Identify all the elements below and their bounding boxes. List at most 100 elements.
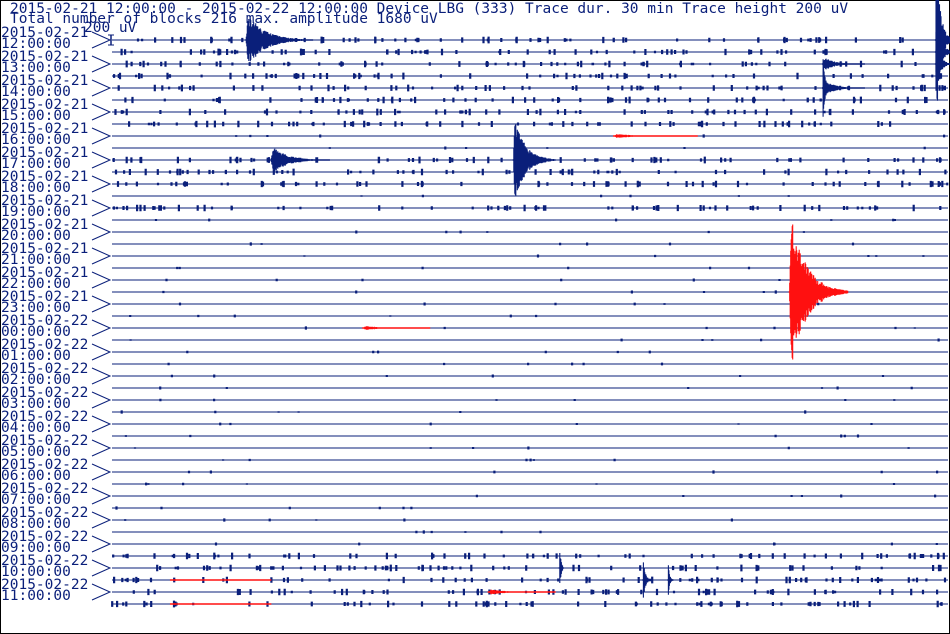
trace-noise (176, 266, 751, 270)
seismic-event (245, 18, 314, 62)
trace-noise (159, 398, 896, 402)
hour-label-chevron (91, 535, 112, 553)
hour-label-chevron (91, 415, 112, 433)
trace-noise (129, 314, 538, 318)
hour-label-date: 2015-02-22 (1, 481, 88, 497)
hour-label-time: 00:00:00 (1, 324, 71, 340)
hour-label-time: 03:00:00 (1, 396, 71, 412)
hour-label-time: 16:00:00 (1, 132, 71, 148)
seismic-event (934, 48, 950, 80)
trace-noise (156, 564, 942, 572)
hour-label-time: 14:00:00 (1, 84, 71, 100)
hour-label-time: 05:00:00 (1, 444, 71, 460)
trace-lines (111, 36, 949, 608)
seismic-event (642, 562, 652, 598)
trace-noise (133, 446, 910, 450)
hour-label-date: 2015-02-22 (1, 313, 88, 329)
hour-label-date: 2015-02-21 (1, 121, 88, 137)
hour-label-chevron (91, 559, 112, 577)
hour-label-time: 22:00:00 (1, 276, 71, 292)
trace-noise (219, 422, 873, 426)
hour-label-chevron (91, 223, 112, 241)
trace-noise (145, 482, 896, 486)
trace-noise (303, 254, 925, 258)
trace-noise (114, 168, 947, 176)
header-line-2: Total number of blocks 216 max. amplitud… (10, 11, 438, 27)
trace-noise (120, 48, 914, 56)
hour-label-chevron (91, 103, 112, 121)
hour-label-date: 2015-02-21 (1, 169, 88, 185)
hour-label-time: 06:00:00 (1, 468, 71, 484)
hour-label-chevron (91, 175, 112, 193)
hour-label-date: 2015-02-21 (1, 193, 88, 209)
trace-noise (154, 218, 896, 222)
trace-noise (120, 410, 807, 414)
hour-label-date: 2015-02-21 (1, 265, 88, 281)
hour-label-date: 2015-02-22 (1, 505, 88, 521)
trace-noise (235, 134, 946, 138)
hour-label-date: 2015-02-22 (1, 457, 88, 473)
seismic-event (487, 589, 556, 595)
hour-label-time: 09:00:00 (1, 540, 71, 556)
trace-noise (132, 588, 939, 596)
hour-label-time: 12:00:00 (1, 36, 71, 52)
trace-noise (124, 434, 860, 438)
hour-label-chevron (91, 487, 112, 505)
trace-noise (249, 242, 855, 246)
hour-label-date: 2015-02-21 (1, 217, 88, 233)
hour-label-date: 2015-02-21 (1, 289, 88, 305)
seismic-event (613, 134, 698, 138)
hour-label-time: 08:00:00 (1, 516, 71, 532)
hour-label-time: 17:00:00 (1, 156, 71, 172)
hour-label-chevron (91, 319, 112, 337)
seismic-event (512, 124, 556, 196)
seismic-event (362, 326, 431, 330)
trace-noise (360, 194, 790, 198)
trace-noise (113, 72, 943, 80)
hour-label-time: 21:00:00 (1, 252, 71, 268)
hour-label-chevron (91, 199, 112, 217)
hour-labels: 2015-02-2112:00:002015-02-2113:00:002015… (1, 25, 112, 604)
hour-label-date: 2015-02-21 (1, 49, 88, 65)
trace-noise (128, 120, 892, 128)
trace-noise (162, 290, 777, 294)
seismic-event (270, 148, 330, 172)
trace-noise (214, 542, 938, 546)
hour-label-chevron (91, 295, 112, 313)
trace-noise (124, 96, 928, 104)
hour-label-chevron (91, 127, 112, 145)
hour-label-time: 19:00:00 (1, 204, 71, 220)
hour-label-chevron (91, 391, 112, 409)
hour-label-chevron (91, 247, 112, 265)
scale-label: 200 uV (84, 20, 137, 36)
hour-label-time: 18:00:00 (1, 180, 71, 196)
seismic-event (169, 579, 272, 581)
hour-label-chevron (91, 343, 112, 361)
trace-noise (112, 156, 942, 164)
trace-noise (475, 494, 937, 498)
hour-label-chevron (91, 367, 112, 385)
trace-noise (165, 278, 781, 282)
trace-noise (116, 180, 949, 188)
hour-label-date: 2015-02-21 (1, 241, 88, 257)
seismic-event (667, 565, 674, 595)
hour-label-date: 2015-02-22 (1, 337, 88, 353)
hour-label-time: 23:00:00 (1, 300, 71, 316)
hour-label-time: 13:00:00 (1, 60, 71, 76)
trace-noise (112, 552, 945, 560)
trace-noise (114, 108, 946, 116)
trace-noise (170, 374, 885, 378)
trace-noise (111, 600, 943, 608)
hour-label-date: 2015-02-21 (1, 97, 88, 113)
trace-noise (112, 204, 942, 212)
trace-noise (187, 470, 939, 474)
seismic-event (558, 553, 564, 583)
trace-noise (186, 350, 651, 354)
seismic-events (169, 0, 950, 605)
hour-label-time: 10:00:00 (1, 564, 71, 580)
hour-label-chevron (91, 151, 112, 169)
hour-label-date: 2015-02-22 (1, 361, 88, 377)
trace-noise (159, 386, 913, 390)
trace-noise (136, 36, 945, 44)
